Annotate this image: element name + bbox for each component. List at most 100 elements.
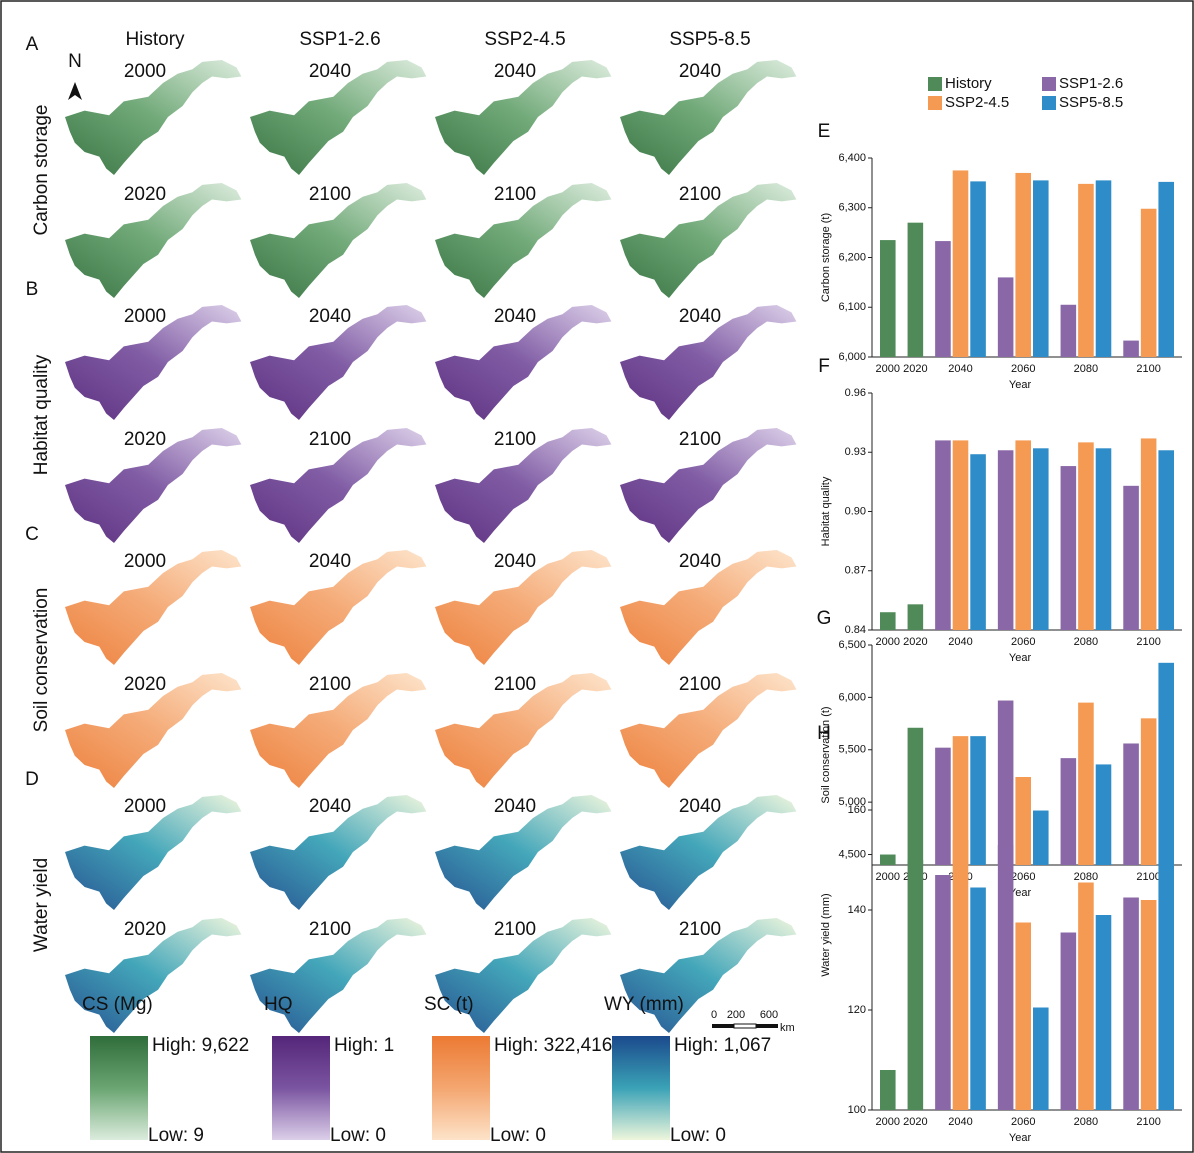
bar — [1158, 450, 1174, 630]
x-tick-label: 2100 — [1136, 363, 1160, 375]
y-tick-label: 6,000 — [838, 691, 866, 703]
bar — [1141, 900, 1157, 1110]
year-label: 2040 — [679, 306, 721, 327]
row-label: Habitat quality — [31, 354, 52, 475]
y-tick-label: 5,500 — [838, 744, 866, 756]
legend-low: Low: 9 — [148, 1125, 204, 1146]
legend-ramp — [612, 1036, 670, 1140]
x-tick-label: 2100 — [1136, 1116, 1160, 1128]
row-label: Water yield — [31, 858, 52, 952]
year-label: 2100 — [494, 184, 536, 205]
year-label: 2040 — [494, 796, 536, 817]
bar — [880, 612, 896, 630]
year-label: 2040 — [494, 61, 536, 82]
bar — [1033, 180, 1049, 357]
y-tick-label: 100 — [848, 1104, 866, 1116]
bar — [1123, 743, 1139, 865]
bar — [1078, 184, 1094, 357]
column-header: SSP5-8.5 — [669, 29, 750, 50]
bar — [1078, 442, 1094, 630]
x-tick-label: 2060 — [1011, 636, 1035, 648]
y-tick-label: 4,500 — [838, 848, 866, 860]
scale-label: 0 — [711, 1009, 717, 1021]
year-label: 2020 — [124, 919, 166, 940]
x-tick-label: 2020 — [903, 363, 927, 375]
panel-letter: C — [25, 524, 39, 545]
bar — [1123, 341, 1139, 357]
bar — [880, 240, 896, 357]
bar — [1096, 180, 1112, 357]
bar — [908, 860, 924, 1110]
column-header: SSP2-4.5 — [484, 29, 565, 50]
bar — [1123, 486, 1139, 630]
bar — [1096, 764, 1112, 865]
bar — [1096, 915, 1112, 1110]
bar — [1141, 438, 1157, 630]
bar — [880, 1070, 896, 1110]
bar — [1141, 209, 1157, 357]
y-axis-label: Carbon storage (t) — [820, 213, 832, 302]
legend-swatch — [928, 77, 942, 91]
y-axis-label: Habitat quality — [820, 476, 832, 546]
column-header: SSP1-2.6 — [299, 29, 380, 50]
bar — [1158, 182, 1174, 357]
x-tick-label: 2040 — [948, 1116, 972, 1128]
legend-swatch — [928, 96, 942, 110]
bar — [1078, 703, 1094, 865]
year-label: 2040 — [494, 306, 536, 327]
panel-letter: B — [26, 279, 39, 300]
bar — [998, 701, 1014, 865]
legend-label: History — [945, 75, 992, 92]
year-label: 2000 — [124, 306, 166, 327]
y-tick-label: 0.96 — [845, 387, 866, 399]
year-label: 2000 — [124, 61, 166, 82]
north-arrow: N — [68, 51, 82, 100]
scale-bar: 0200600km — [711, 1009, 795, 1034]
x-tick-label: 2020 — [903, 636, 927, 648]
y-tick-label: 6,100 — [838, 301, 866, 313]
scale-unit: km — [780, 1022, 795, 1034]
legend-title: CS (Mg) — [82, 994, 153, 1015]
y-tick-label: 6,400 — [838, 152, 866, 164]
year-label: 2040 — [309, 61, 351, 82]
bar — [1061, 466, 1077, 630]
x-tick-label: 2000 — [876, 636, 900, 648]
legend-low: Low: 0 — [670, 1125, 726, 1146]
legend-high: High: 322,416 — [494, 1035, 612, 1056]
legend-high: High: 1 — [334, 1035, 394, 1056]
bar — [935, 440, 951, 630]
bar — [970, 736, 986, 865]
bar — [953, 840, 969, 1110]
year-label: 2000 — [124, 551, 166, 572]
bar — [998, 450, 1014, 630]
panel-letter: H — [817, 723, 831, 744]
y-axis-label: Water yield (mm) — [820, 893, 832, 976]
figure: N History SSP1-2.6 SSP2-4.5 SSP5-8.5 A Carbon… — [0, 0, 1194, 1153]
x-axis-label: Year — [1009, 379, 1032, 391]
year-label: 2100 — [679, 919, 721, 940]
scale-label: 200 — [727, 1009, 745, 1021]
x-axis-label: Year — [1009, 652, 1032, 664]
bar — [1061, 933, 1077, 1111]
bar — [1033, 811, 1049, 865]
bar — [1015, 777, 1031, 865]
x-tick-label: 2100 — [1136, 636, 1160, 648]
scale-segment — [734, 1024, 756, 1028]
panel-letter: F — [818, 356, 830, 377]
bar — [908, 223, 924, 357]
bar — [908, 728, 924, 865]
x-tick-label: 2040 — [948, 363, 972, 375]
bar — [1158, 663, 1174, 865]
scale-segment — [712, 1024, 734, 1028]
legend-title: SC (t) — [424, 994, 474, 1015]
panel-letter: A — [26, 34, 39, 55]
year-label: 2100 — [309, 429, 351, 450]
bar — [880, 855, 896, 865]
scale-segment — [756, 1024, 778, 1028]
bar — [970, 454, 986, 630]
y-tick-label: 160 — [848, 804, 866, 816]
legend-ramp — [90, 1036, 148, 1140]
x-tick-label: 2060 — [1011, 1116, 1035, 1128]
column-header: History — [125, 29, 185, 50]
bar — [1096, 448, 1112, 630]
